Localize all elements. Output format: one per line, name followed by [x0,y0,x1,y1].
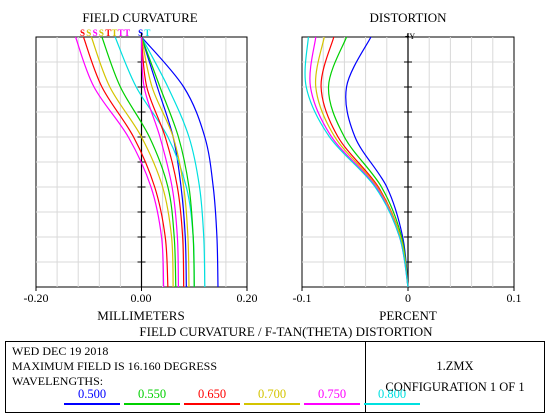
wavelength-value: 0.800 [377,387,407,401]
info-left-panel: WED DEC 19 2018 MAXIMUM FIELD IS 16.160 … [6,342,420,412]
wavelength-item: 0.800 [364,387,420,405]
date-text: WED DEC 19 2018 [12,344,109,358]
left-xlabel: MILLIMETERS [97,308,184,323]
field-curvature-line [140,36,195,288]
wavelength-item: 0.750 [304,387,360,405]
field-curvature-line [74,36,165,288]
right-tick-label: -0.1 [293,291,312,305]
legend-letter: S [99,28,104,38]
left-tick-label: -0.20 [24,291,49,305]
distortion-line [345,36,409,288]
left-series-group [74,36,219,288]
legend-letter: T [144,28,150,38]
field-curvature-line [140,36,180,288]
field-curvature-line [140,36,190,288]
wavelength-swatch [184,403,240,405]
right-plot-area [301,33,515,291]
field-curvature-line [101,36,177,288]
field-curvature-line [82,36,169,288]
distortion-line [314,36,409,288]
wavelength-swatch [64,403,120,405]
figure-title: FIELD CURVATURE / F-TAN(THETA) DISTORTIO… [139,324,433,339]
right-series-group [304,36,409,288]
legend-letter: T [118,28,124,38]
wavelength-value: 0.700 [257,387,287,401]
wavelength-item: 0.550 [124,387,180,405]
field-curvature-line [140,36,187,288]
field-curvature-line [90,36,174,288]
legend-letter: S [86,28,91,38]
legend-letter: T [112,28,118,38]
left-plot-area [35,33,248,291]
legend-letter: S [80,28,85,38]
field-curvature-line [140,36,206,288]
legend-letter: T [124,28,130,38]
field-curvature-line [140,36,185,288]
info-box: WED DEC 19 2018 MAXIMUM FIELD IS 16.160 … [5,341,545,413]
info-right-panel: 1.ZMX CONFIGURATION 1 OF 1 [366,342,544,412]
left-chart-title: FIELD CURVATURE [82,10,197,25]
wavelength-swatch [304,403,360,405]
right-xlabel: PERCENT [379,308,437,323]
wavelength-swatch [244,403,300,405]
wavelength-item: 0.650 [184,387,240,405]
wavelengths-label: WAVELENGTHS: [12,374,104,388]
wavelength-value: 0.500 [77,387,107,401]
field-curvature-line [141,36,219,288]
wavelength-item: 0.500 [64,387,120,405]
right-tick-label: 0 [405,291,411,305]
configuration-text: CONFIGURATION 1 OF 1 [385,380,525,394]
wavelength-value: 0.750 [317,387,347,401]
wavelength-item: 0.700 [244,387,300,405]
distortion-line [327,36,409,288]
wavelength-value: 0.550 [137,387,167,401]
right-chart-title: DISTORTION [370,10,448,25]
wavelength-value: 0.650 [197,387,227,401]
legend-letter: S [93,28,98,38]
legend-letter: T [105,28,111,38]
right-tick-label: 0.1 [507,291,522,305]
file-name: 1.ZMX [436,359,474,373]
wavelength-swatch [364,403,420,405]
distortion-line [304,36,409,288]
left-tick-label: 0.00 [131,291,152,305]
wavelength-swatch [124,403,180,405]
left-tick-label: 0.20 [237,291,258,305]
legend-letter: S [138,28,143,38]
max-field-text: MAXIMUM FIELD IS 16.160 DEGRESS [12,359,218,373]
